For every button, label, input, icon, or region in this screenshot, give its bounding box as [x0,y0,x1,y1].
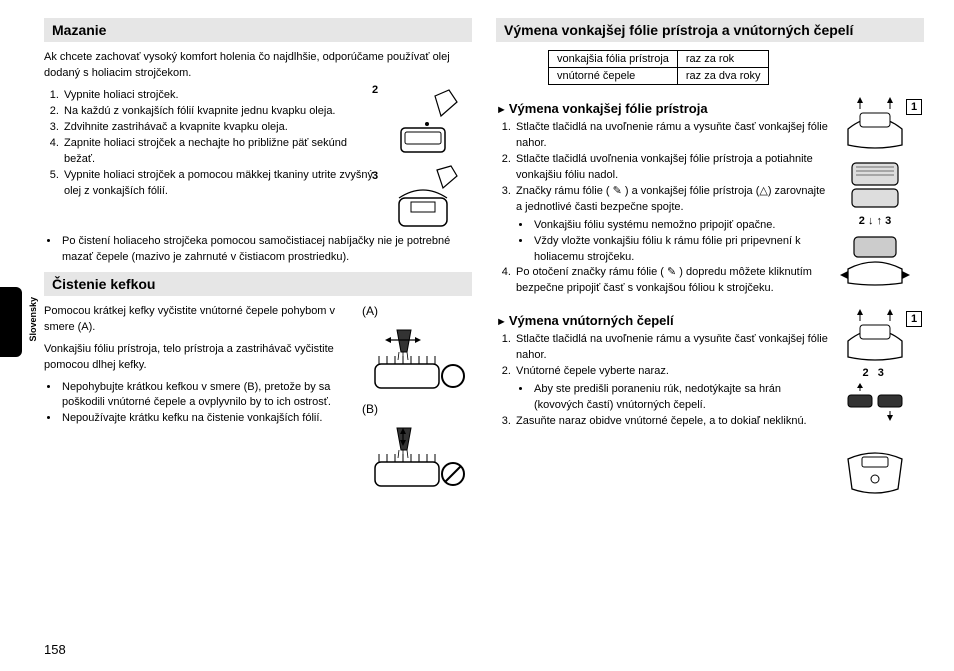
sub1-steps: Stlačte tlačidlá na uvoľnenie rámu a vys… [496,120,830,297]
badges-23: 2 ↓ ↑ 3 [838,215,912,227]
down-arrow-icon: ↓ [868,215,874,227]
cell: vonkajšia fólia prístroja [549,51,678,68]
sub1-text: Výmena vonkajšej fólie prístroja Stlačte… [496,95,830,303]
blade-remove-illustration [838,307,912,363]
sub2-fig-stack: 2 3 [838,307,924,499]
step-text: Značky rámu fólie ( ✎ ) a vonkajšej fóli… [516,185,825,213]
sub1-row: Výmena vonkajšej fólie prístroja Stlačte… [496,95,924,303]
step: Po otočení značky rámu fólie ( ✎ ) dopre… [514,265,830,297]
edge-tab [0,287,22,357]
bullet: Nepoužívajte krátku kefku na čistenie vo… [60,411,354,427]
sub-bullet: Vždy vložte vonkajšiu fóliu k rámu fólie… [532,234,830,266]
step: Zasuňte naraz obidve vnútorné čepele, a … [514,414,830,430]
sub2-row: Výmena vnútorných čepelí Stlačte tlačidl… [496,307,924,499]
sub2-figs: 1 2 3 [838,307,924,499]
up-arrow-icon: ↑ [877,215,883,227]
trimmer-oil-illustration [387,164,467,234]
label-a: (A) [362,304,378,318]
intro-text: Ak chcete zachovať vysoký komfort holeni… [44,50,472,82]
blades-illustration [838,383,912,439]
step: Zdvihnite zastrihávač a kvapnite kvapku … [62,120,374,136]
fig-num-2: 2 [372,84,378,96]
cistenie-row: Pomocou krátkej kefky vyčistite vnútorné… [44,304,472,494]
step: Zapnite holiaci strojček a nechajte ho p… [62,136,374,168]
badge-1b: 1 [906,311,922,327]
oil-drop-illustration [387,88,467,158]
badge-2b: 2 [862,367,868,379]
step: Značky rámu fólie ( ✎ ) a vonkajšej fóli… [514,184,830,266]
step: Na každú z vonkajších fólií kvapnite jed… [62,104,374,120]
step: Stlačte tlačidlá na uvoľnenie rámu a vys… [514,332,830,364]
fig-num-3: 3 [372,170,378,182]
cell: raz za dva roky [677,68,769,85]
cistenie-figs: (A) (B) [362,304,472,494]
replacement-table: vonkajšia fólia prístroja raz za rok vnú… [548,50,769,85]
table-row: vonkajšia fólia prístroja raz za rok [549,51,769,68]
language-tab: Slovensky [28,297,38,342]
heading-vymena: Výmena vonkajšej fólie prístroja a vnúto… [496,18,924,42]
heading-cistenie: Čistenie kefkou [44,272,472,296]
sub2-text: Výmena vnútorných čepelí Stlačte tlačidl… [496,307,830,499]
page-number: 158 [44,642,66,657]
left-column: Mazanie Ak chcete zachovať vysoký komfor… [44,18,472,651]
sub2-subbullets: Aby ste predišli poraneniu rúk, nedotýka… [516,382,830,414]
sub1-heading: Výmena vonkajšej fólie prístroja [496,101,830,116]
mazanie-steps: Vypnite holiaci strojček. Na každú z von… [44,88,374,200]
page-container: Mazanie Ak chcete zachovať vysoký komfor… [0,0,954,671]
cistenie-p2: Vonkajšiu fóliu prístroja, telo prístroj… [44,342,354,374]
label-b: (B) [362,402,378,416]
step: Stlačte tlačidlá uvoľnenia vonkajšej fól… [514,152,830,184]
sub-bullet: Vonkajšiu fóliu systému nemožno pripojiť… [532,218,830,234]
brush-b-illustration [367,424,467,494]
badge-3b: 3 [878,367,884,379]
table-row: vnútorné čepele raz za dva roky [549,68,769,85]
step: Vypnite holiaci strojček. [62,88,374,104]
badge-1: 1 [906,99,922,115]
heading-mazanie: Mazanie [44,18,472,42]
badge-2: 2 [859,215,865,227]
mazanie-row: Vypnite holiaci strojček. Na každú z von… [44,88,472,234]
foil-attach-illustration [838,231,912,287]
step: Vnútorné čepele vyberte naraz. Aby ste p… [514,364,830,414]
cistenie-text: Pomocou krátkej kefky vyčistite vnútorné… [44,304,354,494]
sub1-fig-stack: 2 ↓ ↑ 3 [838,95,924,287]
mazanie-figs: 2 3 [382,88,472,234]
cell: vnútorné čepele [549,68,678,85]
badge-3: 3 [885,215,891,227]
cistenie-bullets: Nepohybujte krátkou kefkou v smere (B), … [44,380,354,428]
bullet: Nepohybujte krátkou kefkou v smere (B), … [60,380,354,412]
cistenie-p1: Pomocou krátkej kefky vyčistite vnútorné… [44,304,354,336]
mazanie-note: Po čistení holiaceho strojčeka pomocou s… [44,234,472,266]
step-text: Vnútorné čepele vyberte naraz. [516,365,669,377]
step: Vypnite holiaci strojček a pomocou mäkke… [62,168,374,200]
badges-23b: 2 3 [838,367,912,379]
sub1-subbullets: Vonkajšiu fóliu systému nemožno pripojiť… [516,218,830,266]
cell: raz za rok [677,51,769,68]
note-item: Po čistení holiaceho strojčeka pomocou s… [60,234,472,266]
right-column: Výmena vonkajšej fólie prístroja a vnúto… [496,18,924,651]
brush-a-illustration [367,326,467,396]
sub2-steps: Stlačte tlačidlá na uvoľnenie rámu a vys… [496,332,830,430]
step: Stlačte tlačidlá na uvoľnenie rámu a vys… [514,120,830,152]
sub-bullet: Aby ste predišli poraneniu rúk, nedotýka… [532,382,830,414]
sub2-heading: Výmena vnútorných čepelí [496,313,830,328]
sub1-figs: 1 2 ↓ ↑ 3 [838,95,924,303]
foil-frame-illustration [838,155,912,211]
foil-remove-illustration [838,95,912,151]
mazanie-steps-wrap: Vypnite holiaci strojček. Na každú z von… [44,88,374,234]
shaver-body-illustration [838,443,912,499]
